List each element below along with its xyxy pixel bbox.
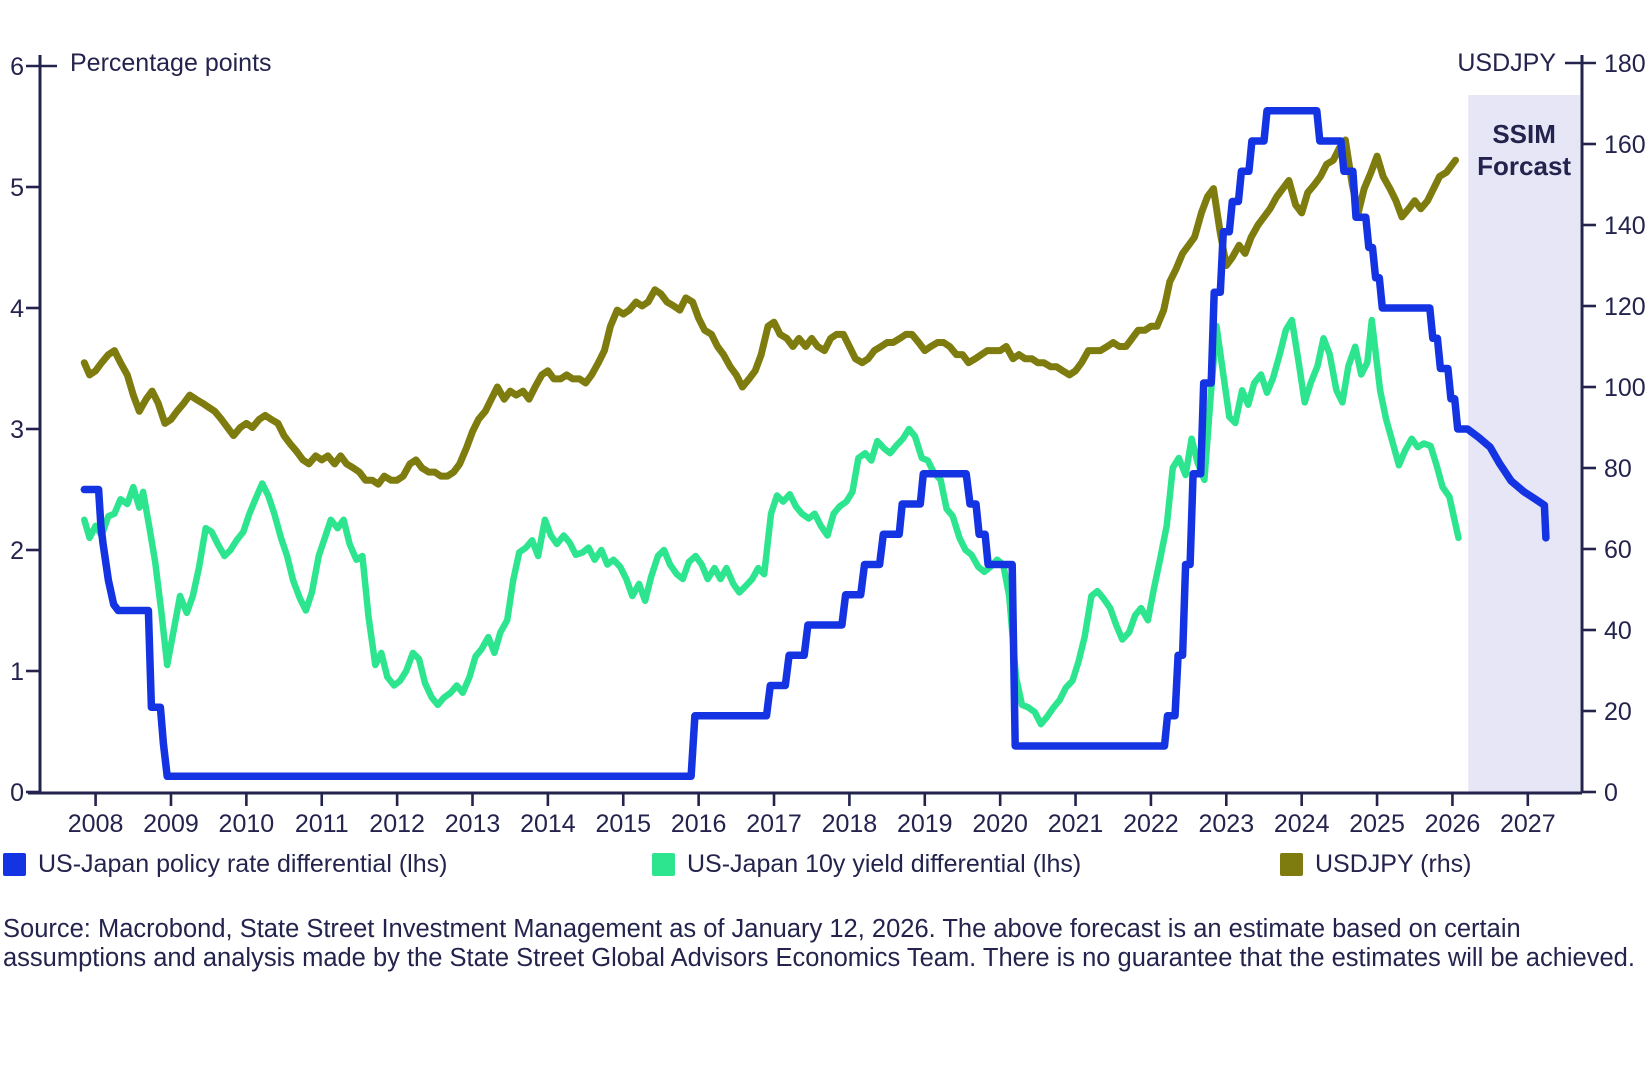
forecast-band-label-line2: Forcast	[1477, 151, 1571, 181]
left-axis-tick-label: 2	[10, 537, 24, 565]
x-axis-year-label: 2025	[1349, 810, 1405, 838]
x-axis-year-label: 2016	[671, 810, 727, 838]
source-note: Source: Macrobond, State Street Investme…	[3, 915, 1647, 973]
x-axis-year-label: 2024	[1274, 810, 1330, 838]
legend-item-usdjpy: USDJPY (rhs)	[1280, 849, 1472, 879]
legend-label-usdjpy: USDJPY (rhs)	[1315, 850, 1472, 878]
x-axis-year-label: 2017	[746, 810, 802, 838]
x-axis-year-label: 2012	[369, 810, 425, 838]
right-axis-tick-label: 20	[1604, 698, 1632, 726]
x-axis-year-label: 2010	[219, 810, 275, 838]
legend-label-yield-differential: US-Japan 10y yield differential (lhs)	[687, 850, 1082, 878]
left-axis-tick-label: 1	[10, 658, 24, 686]
left-axis-tick-label: 3	[10, 416, 24, 444]
x-axis-year-label: 2019	[897, 810, 953, 838]
x-axis-year-label: 2020	[972, 810, 1028, 838]
right-axis-title: USDJPY	[1457, 49, 1556, 77]
series-line-1	[81, 316, 1462, 728]
left-axis-tick-label: 0	[10, 779, 24, 807]
x-axis-year-label: 2015	[595, 810, 651, 838]
right-axis-tick-label: 120	[1604, 293, 1646, 321]
source-line-1: Source: Macrobond, State Street Investme…	[3, 915, 1521, 943]
right-axis-tick-label: 0	[1604, 779, 1618, 807]
legend-item-yield-differential: US-Japan 10y yield differential (lhs)	[652, 849, 1081, 879]
right-axis-tick-label: 80	[1604, 455, 1632, 483]
yield-differential-swatch	[652, 852, 675, 876]
x-axis-year-label: 2018	[822, 810, 878, 838]
x-axis-year-label: 2023	[1198, 810, 1254, 838]
legend-label-policy-rate: US-Japan policy rate differential (lhs)	[38, 850, 448, 878]
right-axis-tick-label: 100	[1604, 374, 1646, 402]
left-axis-title: Percentage points	[70, 49, 272, 77]
right-axis-tick-label: 40	[1604, 617, 1632, 645]
x-axis-year-label: 2008	[68, 810, 124, 838]
chart-canvas: SSIMForcast01234560204060801001201401601…	[10, 49, 1646, 838]
chart-area: SSIM Forcast 0 1 2 3 4 5 6 0 20 40 60 80 100 120 140 160 1…	[10, 49, 1646, 838]
x-axis-year-label: 2013	[445, 810, 501, 838]
x-axis-year-label: 2027	[1500, 810, 1556, 838]
chart-legend: US-Japan policy rate differential (lhs) …	[0, 849, 1648, 879]
series-line-0	[80, 107, 1550, 781]
right-axis-tick-label: 140	[1604, 212, 1646, 240]
x-axis-year-label: 2011	[295, 810, 349, 838]
series-line-2	[80, 136, 1459, 488]
forecast-band-label-line1: SSIM	[1492, 119, 1556, 149]
x-axis-year-label: 2009	[143, 810, 199, 838]
x-axis-year-label: 2026	[1425, 810, 1481, 838]
usdjpy-swatch	[1280, 852, 1303, 876]
right-axis-tick-label: 180	[1604, 50, 1646, 78]
legend-item-policy-rate: US-Japan policy rate differential (lhs)	[3, 849, 447, 879]
left-axis-tick-label: 6	[10, 53, 24, 81]
left-axis-tick-label: 5	[10, 174, 24, 202]
x-axis-year-label: 2014	[520, 810, 576, 838]
left-axis-tick-label: 4	[10, 295, 24, 323]
x-axis-year-label: 2021	[1048, 810, 1104, 838]
source-line-2: assumptions and analysis made by the Sta…	[3, 944, 1635, 972]
right-axis-tick-label: 60	[1604, 536, 1632, 564]
policy-rate-swatch	[3, 852, 26, 876]
x-axis-year-label: 2022	[1123, 810, 1179, 838]
right-axis-tick-label: 160	[1604, 131, 1646, 159]
